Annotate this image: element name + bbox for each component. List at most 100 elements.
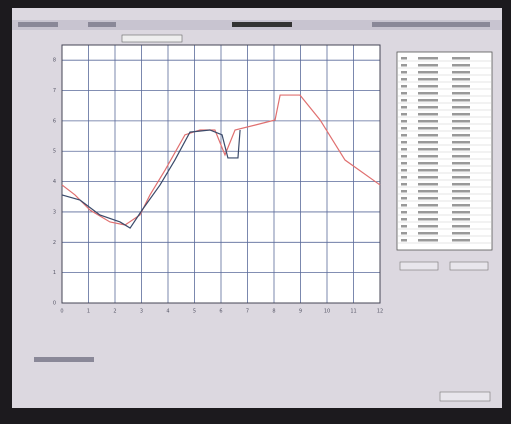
table-cell xyxy=(401,176,407,179)
table-cell xyxy=(401,183,407,186)
table-cell xyxy=(452,148,470,151)
table-cell xyxy=(418,64,438,67)
table-cell xyxy=(418,57,438,60)
table-cell xyxy=(401,141,407,144)
table-cell xyxy=(401,169,407,172)
y-tick-label: 8 xyxy=(53,58,56,64)
table-cell xyxy=(418,176,438,179)
table-cell xyxy=(452,190,470,193)
table-cell xyxy=(401,71,407,74)
table-cell xyxy=(401,239,407,242)
x-tick-label: 5 xyxy=(193,309,196,315)
button[interactable] xyxy=(440,392,490,401)
table-cell xyxy=(418,211,438,214)
x-tick-label: 7 xyxy=(246,309,249,315)
table-cell xyxy=(401,85,407,88)
table-cell xyxy=(452,78,470,81)
table-cell xyxy=(418,134,438,137)
table-cell xyxy=(452,155,470,158)
table-cell xyxy=(452,141,470,144)
table-cell xyxy=(452,57,470,60)
table-cell xyxy=(401,99,407,102)
table-cell xyxy=(452,92,470,95)
status-label xyxy=(34,357,94,362)
table-cell xyxy=(418,190,438,193)
table-cell xyxy=(401,197,407,200)
table-cell xyxy=(418,232,438,235)
table-cell xyxy=(401,225,407,228)
table-cell xyxy=(452,211,470,214)
table-cell xyxy=(401,92,407,95)
table-cell xyxy=(418,78,438,81)
data-table xyxy=(397,52,492,250)
table-cell xyxy=(418,183,438,186)
page: 0123456780123456789101112 (() => { const… xyxy=(0,0,511,420)
button[interactable] xyxy=(400,262,438,270)
selector[interactable] xyxy=(122,35,182,42)
y-tick-label: 3 xyxy=(53,209,56,215)
y-tick-label: 1 xyxy=(53,270,56,276)
table-cell xyxy=(418,113,438,116)
table-cell xyxy=(418,204,438,207)
table-cell xyxy=(418,225,438,228)
x-tick-label: 12 xyxy=(377,309,383,315)
table-cell xyxy=(401,113,407,116)
table-cell xyxy=(401,232,407,235)
table-cell xyxy=(452,71,470,74)
table-cell xyxy=(418,127,438,130)
table-cell xyxy=(418,148,438,151)
x-tick-label: 3 xyxy=(140,309,143,315)
table-cell xyxy=(418,169,438,172)
table-cell xyxy=(452,169,470,172)
table-cell xyxy=(401,106,407,109)
x-tick-label: 0 xyxy=(60,309,63,315)
table-cell xyxy=(401,155,407,158)
y-tick-label: 4 xyxy=(53,179,56,185)
toolbar-item[interactable] xyxy=(18,22,58,27)
table-cell xyxy=(418,99,438,102)
y-tick-label: 0 xyxy=(53,301,56,307)
table-cell xyxy=(418,197,438,200)
table-cell xyxy=(452,64,470,67)
table-cell xyxy=(452,239,470,242)
table-cell xyxy=(452,176,470,179)
table-cell xyxy=(418,162,438,165)
table-cell xyxy=(401,57,407,60)
table-cell xyxy=(452,127,470,130)
table-cell xyxy=(401,148,407,151)
x-tick-label: 2 xyxy=(113,309,116,315)
table-cell xyxy=(452,218,470,221)
x-tick-label: 11 xyxy=(350,309,356,315)
table-cell xyxy=(418,71,438,74)
table-cell xyxy=(452,183,470,186)
x-tick-label: 1 xyxy=(87,309,90,315)
table-cell xyxy=(418,85,438,88)
table-cell xyxy=(418,239,438,242)
table-cell xyxy=(401,120,407,123)
toolbar-item[interactable] xyxy=(372,22,490,27)
table-cell xyxy=(401,134,407,137)
table-cell xyxy=(452,204,470,207)
table-cell xyxy=(401,64,407,67)
table-cell xyxy=(418,106,438,109)
table-cell xyxy=(401,127,407,130)
table-cell xyxy=(418,218,438,221)
table-cell xyxy=(452,85,470,88)
table-cell xyxy=(401,218,407,221)
button[interactable] xyxy=(450,262,488,270)
table-cell xyxy=(452,197,470,200)
table-cell xyxy=(452,113,470,116)
table-cell xyxy=(401,162,407,165)
x-tick-label: 8 xyxy=(272,309,275,315)
toolbar-item[interactable] xyxy=(88,22,116,27)
table-cell xyxy=(418,120,438,123)
x-tick-label: 6 xyxy=(219,309,222,315)
y-tick-label: 6 xyxy=(53,118,56,124)
x-tick-label: 9 xyxy=(299,309,302,315)
x-tick-label: 10 xyxy=(324,309,330,315)
table-cell xyxy=(452,120,470,123)
table-cell xyxy=(401,211,407,214)
table-cell xyxy=(401,78,407,81)
table-cell xyxy=(418,141,438,144)
table-cell xyxy=(452,225,470,228)
